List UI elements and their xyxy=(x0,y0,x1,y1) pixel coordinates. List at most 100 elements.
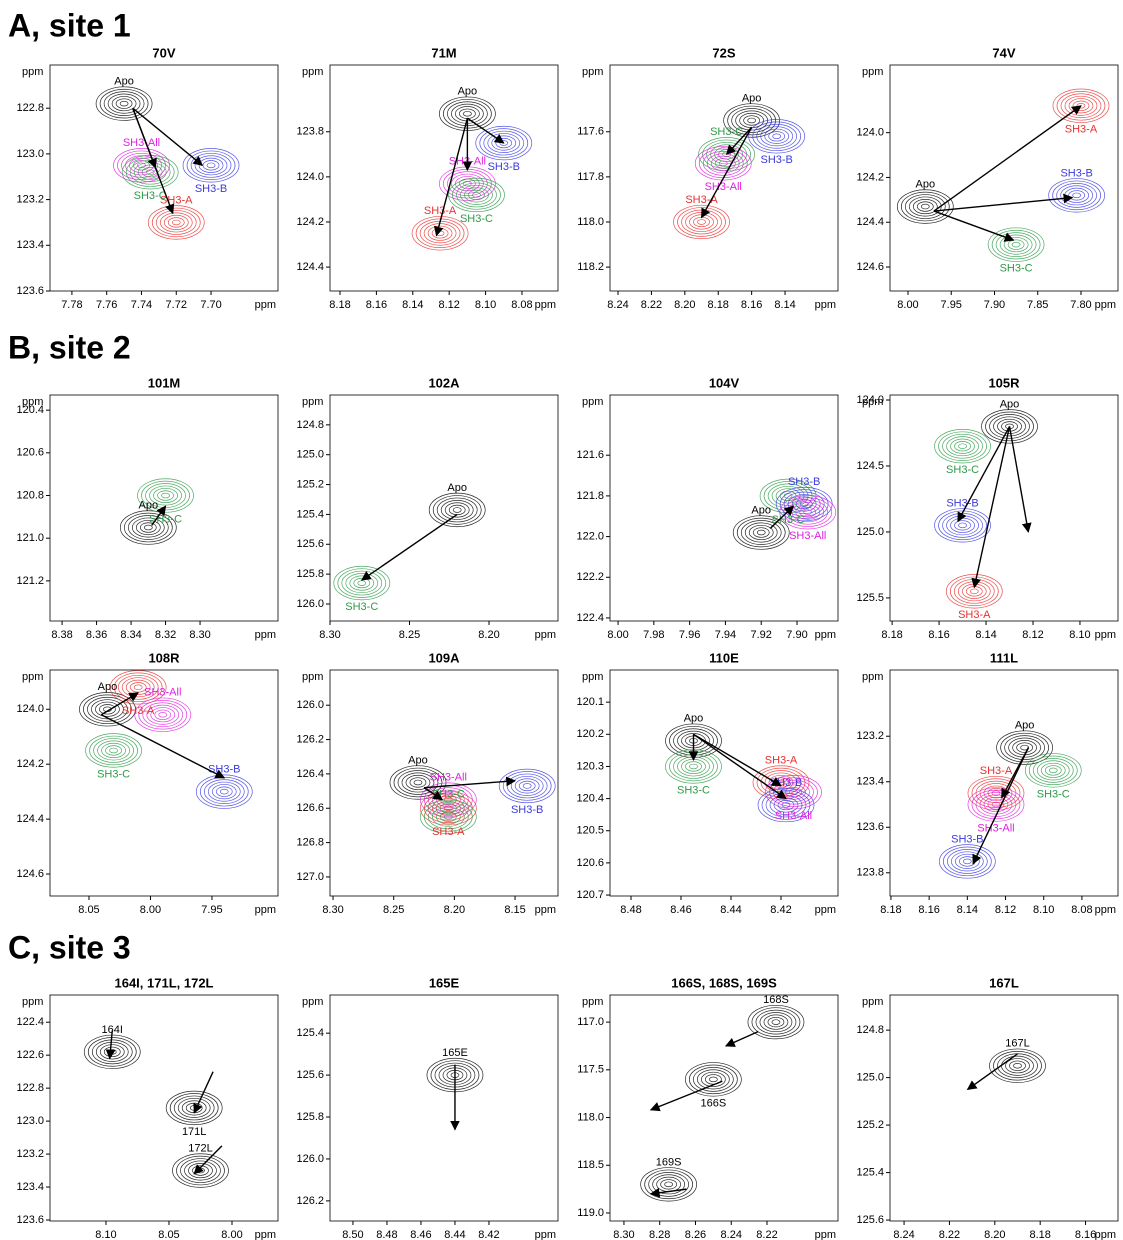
x-axis-label: ppm xyxy=(255,629,276,641)
y-tick-label: 120.4 xyxy=(576,792,604,804)
contour-ring xyxy=(170,1094,218,1123)
panel-title: 165E xyxy=(429,975,460,990)
y-tick-label: 122.4 xyxy=(16,1016,44,1028)
peak-label: SH3-All xyxy=(775,810,812,822)
contour-ring xyxy=(748,118,756,123)
peak-label: SH3-All xyxy=(430,772,467,784)
y-tick-label: 118.0 xyxy=(577,216,604,228)
peak-label: 166S xyxy=(701,1097,727,1109)
y-tick-label: 124.6 xyxy=(16,868,44,880)
contour-ring xyxy=(519,781,535,791)
contour-area xyxy=(412,97,532,250)
contour-ring xyxy=(780,491,796,501)
contour-ring xyxy=(909,197,941,216)
x-tick-label: 8.24 xyxy=(721,1229,742,1240)
y-tick-label: 124.4 xyxy=(16,813,44,825)
peak-label: 165E xyxy=(442,1047,468,1059)
contour-ring xyxy=(116,99,132,109)
contour-ring xyxy=(441,500,473,519)
contour-ring xyxy=(1033,758,1073,782)
contour-ring xyxy=(180,1159,220,1183)
contour-ring xyxy=(1061,186,1093,205)
x-tick-label: 8.14 xyxy=(774,299,795,311)
y-tick-label: 123.2 xyxy=(16,1148,44,1160)
peak-label: Apo xyxy=(408,754,428,766)
x-axis-label: ppm xyxy=(535,299,556,311)
y-tick-label: 123.0 xyxy=(16,148,44,160)
contour-ring xyxy=(346,573,378,592)
y-tick-label: 124.0 xyxy=(856,127,884,139)
panel-title: 71M xyxy=(431,45,456,60)
x-tick-label: 7.90 xyxy=(786,629,807,641)
x-axis-label: ppm xyxy=(815,1229,836,1240)
y-tick-label: 124.2 xyxy=(296,216,324,228)
contour-ring xyxy=(694,217,710,227)
x-axis-label: ppm xyxy=(255,1229,276,1240)
shift-arrow xyxy=(934,106,1081,211)
contour-ring xyxy=(693,1067,733,1091)
contour-ring xyxy=(1012,242,1020,247)
x-tick-label: 8.18 xyxy=(881,629,902,641)
y-tick-label: 124.8 xyxy=(856,1024,884,1036)
contour-ring xyxy=(162,493,170,498)
contour-ring xyxy=(661,1180,677,1190)
contour-ring xyxy=(1013,1063,1021,1068)
y-tick-label: 122.4 xyxy=(576,612,604,624)
y-axis-label: ppm xyxy=(582,396,603,408)
x-tick-label: 7.98 xyxy=(643,629,664,641)
panel-title: 166S, 168S, 169S xyxy=(671,975,777,990)
contour-ring xyxy=(134,685,142,690)
contour-ring xyxy=(966,587,982,597)
contour-ring xyxy=(159,712,167,717)
peak-label: SH3-C xyxy=(432,789,465,801)
plot-frame xyxy=(890,670,1118,896)
contour-ring xyxy=(715,159,731,169)
y-tick-label: 118.5 xyxy=(577,1159,604,1171)
x-axis-label: ppm xyxy=(1095,629,1116,641)
x-tick-label: 7.80 xyxy=(1070,299,1091,311)
contour-area xyxy=(666,724,822,822)
y-tick-label: 124.0 xyxy=(856,394,884,406)
y-tick-label: 120.5 xyxy=(576,825,604,837)
contour-ring xyxy=(200,777,248,806)
x-tick-label: 8.18 xyxy=(1029,1229,1050,1240)
y-tick-label: 125.8 xyxy=(296,1111,324,1123)
y-tick-label: 120.6 xyxy=(16,447,44,459)
x-tick-label: 7.90 xyxy=(984,299,1005,311)
y-tick-label: 125.0 xyxy=(856,1072,884,1084)
y-tick-label: 121.6 xyxy=(576,449,604,461)
y-tick-label: 125.2 xyxy=(856,1119,884,1131)
x-tick-label: 8.14 xyxy=(402,299,423,311)
x-axis-label: ppm xyxy=(1095,1229,1116,1240)
x-tick-label: 8.44 xyxy=(720,904,741,916)
x-tick-label: 8.00 xyxy=(607,629,628,641)
contour-ring xyxy=(1000,235,1032,254)
y-tick-label: 119.0 xyxy=(577,1207,604,1219)
y-tick-label: 124.2 xyxy=(16,758,44,770)
y-axis-label: ppm xyxy=(582,996,603,1008)
panel-title: 109A xyxy=(428,650,460,665)
peak-label: SH3-B xyxy=(946,497,978,509)
contour-ring xyxy=(955,441,971,451)
x-tick-label: 8.48 xyxy=(376,1229,397,1240)
x-tick-label: 8.22 xyxy=(641,299,662,311)
contour-ring xyxy=(168,218,184,228)
contour-ring xyxy=(703,151,743,175)
x-tick-label: 8.34 xyxy=(120,629,141,641)
y-tick-label: 122.8 xyxy=(16,102,44,114)
x-tick-label: 8.18 xyxy=(329,299,350,311)
x-axis-label: ppm xyxy=(815,299,836,311)
contour-area xyxy=(84,1035,228,1187)
y-tick-label: 118.2 xyxy=(577,261,604,273)
x-tick-label: 8.24 xyxy=(607,299,628,311)
contour-ring xyxy=(433,496,481,525)
y-tick-label: 120.4 xyxy=(16,404,44,416)
peak-label: SH3-B xyxy=(788,476,820,488)
contour-ring xyxy=(152,208,200,237)
peak-label: SH3-A xyxy=(980,765,1013,777)
panel-title: 104V xyxy=(709,375,740,390)
contour-ring xyxy=(959,857,975,867)
peak-label: SH3-A xyxy=(958,609,991,621)
y-tick-label: 125.6 xyxy=(296,1069,324,1081)
y-tick-label: 127.0 xyxy=(296,871,324,883)
